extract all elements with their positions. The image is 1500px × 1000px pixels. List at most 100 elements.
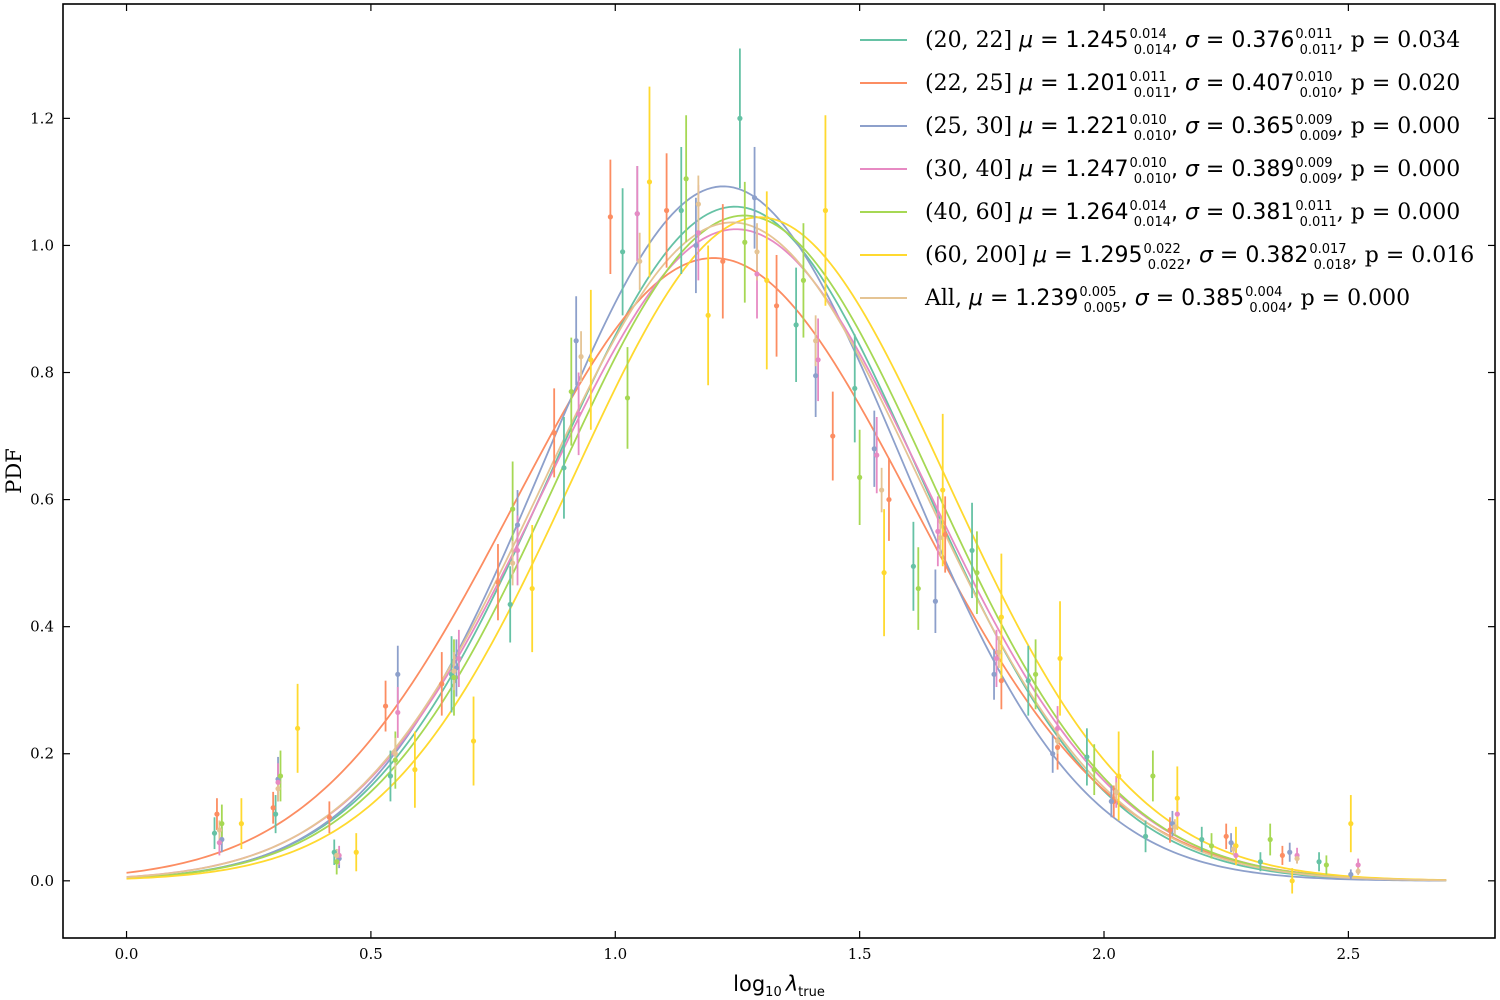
legend-bin-label: (25, 30] <box>925 114 1019 139</box>
data-point-3-16 <box>1174 811 1180 817</box>
data-point-6-1 <box>275 786 281 792</box>
x-axis-title-log-base: 10 <box>765 985 782 1000</box>
data-point-2-8 <box>693 242 699 249</box>
x-tick-label-0: 0.0 <box>115 945 139 963</box>
data-point-4-15 <box>1091 767 1097 773</box>
data-point-4-14 <box>1032 671 1039 677</box>
data-point-6-14 <box>1054 738 1061 744</box>
data-point-3-6 <box>576 411 582 417</box>
data-point-0-12 <box>910 563 917 569</box>
y-tick-label-3: 0.6 <box>30 491 54 509</box>
data-point-4-12 <box>915 585 921 592</box>
legend-bin-label: (60, 200] <box>925 243 1033 268</box>
data-point-6-3 <box>392 751 398 757</box>
data-point-3-12 <box>935 528 941 534</box>
data-point-6-13 <box>996 649 1002 655</box>
legend-entry-5: (60, 200] μ = 1.2950.022 0.022, σ = 0.382… <box>925 242 1474 273</box>
data-point-5-14 <box>1057 655 1063 662</box>
data-point-2-6 <box>573 338 579 344</box>
data-point-5-12 <box>940 487 946 493</box>
data-point-3-7 <box>634 211 640 217</box>
data-point-1-1 <box>270 805 276 811</box>
x-axis-title-lambda: λ <box>785 972 798 996</box>
fit-curves <box>126 185 1447 882</box>
fit-curve-3 <box>126 228 1447 882</box>
data-point-2-19 <box>1348 871 1354 878</box>
data-point-0-6 <box>561 465 567 471</box>
data-point-3-5 <box>514 547 521 554</box>
data-point-6-6 <box>578 354 584 360</box>
data-point-4-11 <box>857 474 863 480</box>
data-point-4-2 <box>334 859 340 865</box>
legend-bin-label: All, <box>924 286 969 311</box>
data-point-1-17 <box>1167 827 1173 833</box>
data-point-6-8 <box>695 201 701 207</box>
data-point-5-16 <box>1174 795 1180 801</box>
data-point-4-7 <box>624 395 631 401</box>
data-point-5-1 <box>294 725 301 731</box>
data-point-2-13 <box>991 671 997 677</box>
data-point-0-18 <box>1257 859 1264 865</box>
x-axis-ticks: 0.0 0.5 1.0 1.5 2.0 2.5 <box>115 4 1360 963</box>
data-point-4-4 <box>451 674 457 681</box>
data-point-5-9 <box>764 277 770 283</box>
legend-entry-3: (30, 40] μ = 1.2470.010 0.010, σ = 0.3890… <box>925 156 1460 187</box>
x-tick-label-2: 1.0 <box>603 945 627 963</box>
legend-bin-label: (20, 22] <box>925 28 1019 53</box>
data-point-3-0 <box>216 840 222 846</box>
y-tick-label-6: 1.2 <box>30 109 54 127</box>
data-point-3-14 <box>1054 725 1061 731</box>
data-point-5-11 <box>881 570 887 576</box>
data-point-5-13 <box>998 614 1004 620</box>
fit-curve-1 <box>126 257 1447 882</box>
data-point-6-12 <box>937 535 943 541</box>
data-point-3-8 <box>695 230 701 236</box>
data-point-0-17 <box>1199 836 1205 843</box>
data-point-5-10 <box>822 207 829 214</box>
data-point-0-9 <box>737 115 743 121</box>
data-point-0-5 <box>507 601 513 608</box>
data-point-4-18 <box>1267 836 1273 843</box>
data-point-4-3 <box>392 757 398 763</box>
data-point-2-12 <box>932 598 938 604</box>
data-point-5-6 <box>588 357 594 363</box>
data-point-4-1 <box>277 773 284 779</box>
legend-entry-0: (20, 22] μ = 1.2450.014 0.014, σ = 0.3760… <box>925 27 1460 58</box>
data-point-1-15 <box>1054 744 1061 750</box>
y-tick-label-4: 0.8 <box>30 364 54 382</box>
data-point-0-8 <box>678 207 684 214</box>
data-point-6-9 <box>754 249 760 255</box>
data-point-1-10 <box>773 303 780 309</box>
data-point-1-11 <box>830 433 836 439</box>
x-tick-label-4: 2.0 <box>1092 945 1116 963</box>
data-point-1-18 <box>1223 833 1229 839</box>
data-point-4-13 <box>974 570 980 576</box>
data-point-3-4 <box>456 655 462 662</box>
data-point-3-19 <box>1355 862 1361 868</box>
data-point-0-10 <box>793 322 799 328</box>
data-point-0-15 <box>1084 754 1090 760</box>
data-point-4-8 <box>683 176 689 182</box>
data-point-6-11 <box>879 487 885 493</box>
legend: (20, 22] μ = 1.2450.014 0.014, σ = 0.3760… <box>860 27 1474 316</box>
fit-curve-0 <box>126 205 1447 882</box>
data-point-5-5 <box>529 585 535 592</box>
data-point-0-7 <box>620 249 626 255</box>
data-point-6-15 <box>1113 789 1119 795</box>
data-point-0-3 <box>387 773 394 779</box>
data-point-0-0 <box>211 830 218 836</box>
x-axis-title-log: log <box>733 972 765 996</box>
data-point-3-11 <box>874 452 880 458</box>
data-point-4-19 <box>1323 862 1329 868</box>
data-point-4-16 <box>1150 773 1156 779</box>
data-point-1-19 <box>1279 852 1285 859</box>
data-point-4-17 <box>1208 843 1215 849</box>
data-point-6-19 <box>1355 868 1361 874</box>
data-point-4-10 <box>800 277 807 283</box>
data-point-1-13 <box>942 531 948 538</box>
data-point-1-0 <box>214 811 220 817</box>
plot-frame <box>62 3 1496 939</box>
legend-entry-6: All, μ = 1.2390.005 0.005, σ = 0.3850.004… <box>924 285 1410 316</box>
x-tick-label-1: 0.5 <box>359 945 383 963</box>
